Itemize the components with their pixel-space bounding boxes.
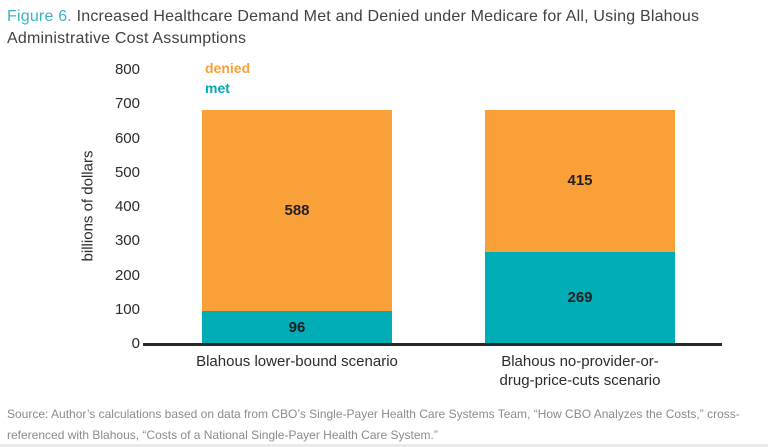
x-category-label: Blahous lower-bound scenario [196, 353, 398, 370]
bar-value-label: 415 [567, 172, 593, 190]
source-note-line-2: referenced with Blahous, “Costs of a Nat… [7, 428, 438, 442]
source-note: Source: Author’s calculations based on d… [7, 404, 765, 446]
bar-value-label: 269 [567, 289, 593, 307]
bar-value-label: 588 [284, 201, 310, 219]
bar-2-segment-denied: 415 [485, 109, 675, 252]
y-tick-label: 700 [114, 95, 140, 113]
y-tick-label: 600 [114, 129, 140, 147]
legend-entry-denied: denied [205, 60, 251, 76]
bar-value-label: 96 [288, 319, 306, 337]
legend-entry-met: met [205, 80, 230, 96]
figure-title-text: Increased Healthcare Demand Met and Deni… [7, 8, 700, 47]
x-axis-line [143, 343, 722, 346]
y-tick-label: 0 [131, 335, 140, 352]
y-tick-label: 500 [114, 163, 140, 181]
y-tick-label: 100 [114, 300, 140, 318]
chart-legend: denied met [205, 58, 250, 98]
bar-1-segment-denied: 588 [202, 109, 392, 312]
bar-1-segment-met: 96 [202, 311, 392, 344]
y-tick-label: 200 [114, 266, 140, 284]
x-category-label: Blahous no-provider-or- drug-price-cuts … [499, 353, 661, 389]
bar-2-segment-met: 269 [485, 251, 675, 344]
figure-title: Figure 6. Increased Healthcare Demand Me… [7, 6, 762, 50]
source-note-line-1: Source: Author’s calculations based on d… [7, 407, 740, 421]
figure-number-label: Figure 6. [7, 8, 72, 25]
bottom-divider [0, 444, 768, 447]
y-tick-label: 400 [114, 198, 140, 215]
y-tick-label: 800 [114, 61, 140, 78]
y-tick-label: 300 [114, 232, 140, 250]
